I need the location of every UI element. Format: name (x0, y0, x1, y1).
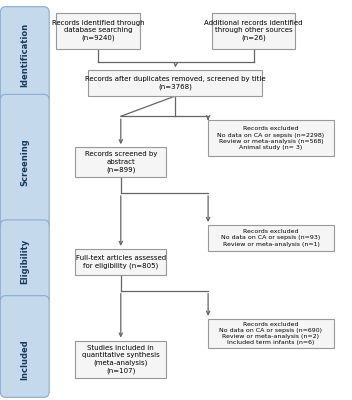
Text: Identification: Identification (20, 22, 29, 86)
Text: Records screened by
abstract
(n=899): Records screened by abstract (n=899) (84, 151, 157, 173)
Text: Records identified through
database searching
(n=9240): Records identified through database sear… (52, 20, 144, 41)
Text: Studies included in
quantitative synthesis
(meta-analysis)
(n=107): Studies included in quantitative synthes… (82, 345, 160, 374)
FancyBboxPatch shape (0, 7, 49, 102)
Text: Included: Included (20, 339, 29, 380)
FancyBboxPatch shape (208, 318, 334, 348)
FancyBboxPatch shape (0, 296, 49, 397)
FancyBboxPatch shape (56, 13, 140, 48)
FancyBboxPatch shape (0, 220, 49, 304)
FancyBboxPatch shape (75, 147, 166, 177)
Text: Full-text articles assessed
for eligibility (n=805): Full-text articles assessed for eligibil… (76, 255, 166, 269)
FancyBboxPatch shape (0, 94, 49, 230)
FancyBboxPatch shape (208, 120, 334, 156)
Text: Records after duplicates removed, screened by title
(n=3768): Records after duplicates removed, screen… (84, 76, 265, 90)
FancyBboxPatch shape (208, 225, 334, 251)
Text: Eligibility: Eligibility (20, 239, 29, 284)
Text: Records excluded
No data on CA or sepsis (n=690)
Review or meta-analysis (n=2)
I: Records excluded No data on CA or sepsis… (220, 322, 322, 345)
FancyBboxPatch shape (88, 70, 262, 96)
Text: Records excluded
No data on CA or sepsis (n=93)
Review or meta-analysis (n=1): Records excluded No data on CA or sepsis… (221, 229, 321, 246)
Text: Screening: Screening (20, 138, 29, 186)
FancyBboxPatch shape (75, 340, 166, 378)
FancyBboxPatch shape (212, 13, 295, 48)
Text: Records excluded
No data on CA or sepsis (n=2298)
Review or meta-analysis (n=568: Records excluded No data on CA or sepsis… (218, 126, 325, 150)
FancyBboxPatch shape (75, 249, 166, 275)
Text: Additional records identified
through other sources
(n=26): Additional records identified through ot… (204, 20, 303, 41)
